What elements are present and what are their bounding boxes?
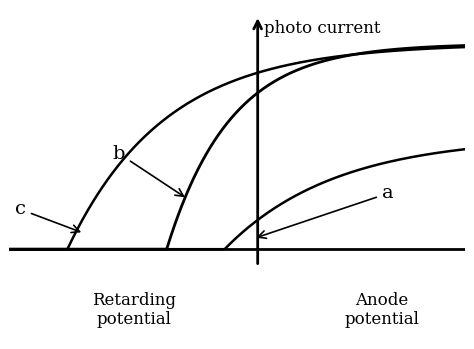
Text: b: b [113, 145, 183, 196]
Text: a: a [258, 185, 393, 238]
Text: Retarding
potential: Retarding potential [91, 292, 175, 328]
Text: Anode
potential: Anode potential [344, 292, 419, 328]
Text: photo current: photo current [264, 20, 381, 37]
Text: c: c [15, 200, 80, 232]
